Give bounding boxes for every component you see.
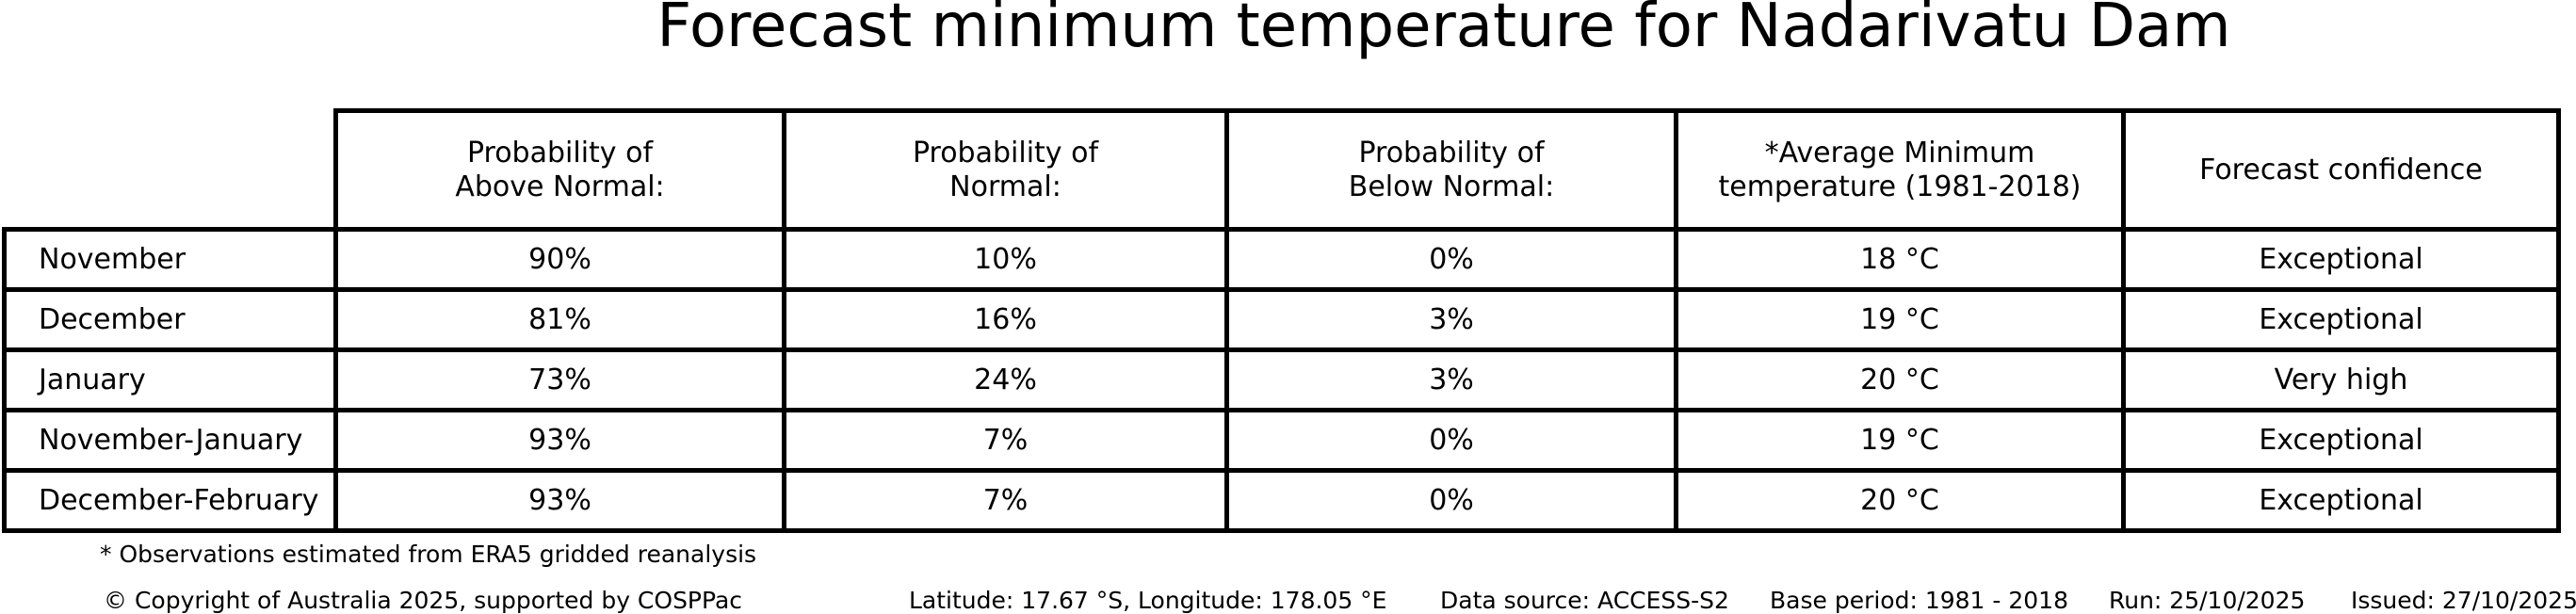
table-cell: Very high [2121, 347, 2561, 412]
col-header-below-normal: Probability of Below Normal: [1224, 108, 1678, 232]
row-label: November-January [2, 408, 338, 473]
table-cell: 19 °C [1674, 408, 2126, 473]
table-cell: Exceptional [2121, 227, 2561, 292]
corner-cell [5, 111, 336, 230]
footer-bar: © Copyright of Australia 2025, supported… [0, 587, 2576, 614]
table-cell: 19 °C [1674, 287, 2126, 352]
table-cell: 10% [782, 227, 1229, 292]
col-header-normal: Probability of Normal: [782, 108, 1229, 232]
col-header-forecast-confidence: Forecast confidence [2121, 108, 2561, 232]
col-header-above-normal: Probability of Above Normal: [333, 108, 786, 232]
forecast-table: Probability of Above Normal: Probability… [2, 108, 2561, 533]
table-cell: 18 °C [1674, 227, 2126, 292]
table-row-december-february: December-February 93% 7% 0% 20 °C Except… [2, 468, 2561, 533]
table-cell: 7% [782, 468, 1229, 533]
table-cell: Exceptional [2121, 287, 2561, 352]
footnote: * Observations estimated from ERA5 gridd… [100, 541, 757, 568]
location-text: Latitude: 17.67 °S, Longitude: 178.05 °E [909, 587, 1387, 614]
table-cell: 7% [782, 408, 1229, 473]
run-date-text: Run: 25/10/2025 [2109, 587, 2306, 614]
col-header-avg-min-temp: *Average Minimum temperature (1981-2018) [1674, 108, 2126, 232]
table-cell: 0% [1224, 468, 1678, 533]
table-row-november: November 90% 10% 0% 18 °C Exceptional [2, 227, 2561, 292]
table-cell: Exceptional [2121, 468, 2561, 533]
row-label: December [2, 287, 338, 352]
table-cell: 73% [333, 347, 786, 412]
table-row-november-january: November-January 93% 7% 0% 19 °C Excepti… [2, 408, 2561, 473]
table-row-january: January 73% 24% 3% 20 °C Very high [2, 347, 2561, 412]
table-cell: 16% [782, 287, 1229, 352]
table-cell: 0% [1224, 227, 1678, 292]
table-cell: 3% [1224, 287, 1678, 352]
copyright-text: © Copyright of Australia 2025, supported… [104, 587, 743, 614]
table-cell: 3% [1224, 347, 1678, 412]
base-period-text: Base period: 1981 - 2018 [1770, 587, 2068, 614]
table-cell: 93% [333, 408, 786, 473]
row-label: January [2, 347, 338, 412]
row-label: December-February [2, 468, 338, 533]
row-label: November [2, 227, 338, 292]
table-cell: 20 °C [1674, 468, 2126, 533]
issued-date-text: Issued: 27/10/2025 [2351, 587, 2576, 614]
page-title: Forecast minimum temperature for Nadariv… [656, 0, 2231, 61]
table-cell: Exceptional [2121, 408, 2561, 473]
table-cell: 24% [782, 347, 1229, 412]
table-row-december: December 81% 16% 3% 19 °C Exceptional [2, 287, 2561, 352]
table-cell: 90% [333, 227, 786, 292]
header-row: Probability of Above Normal: Probability… [5, 108, 2561, 232]
table-cell: 81% [333, 287, 786, 352]
data-source-text: Data source: ACCESS-S2 [1440, 587, 1729, 614]
table-cell: 93% [333, 468, 786, 533]
table-cell: 20 °C [1674, 347, 2126, 412]
table-cell: 0% [1224, 408, 1678, 473]
